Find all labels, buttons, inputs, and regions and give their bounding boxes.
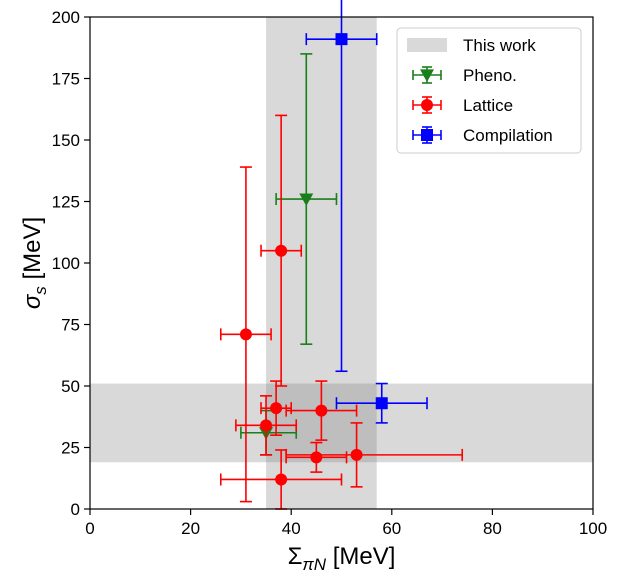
series-layer <box>219 0 464 510</box>
y-tick-label-100: 100 <box>52 254 80 273</box>
legend-symbol-lattice-marker <box>421 99 433 111</box>
legend-symbol-compilation-marker <box>421 129 433 141</box>
bands-layer <box>90 17 593 509</box>
x-axis-label-base: Σ <box>288 543 303 570</box>
band-horizontal-1 <box>90 383 593 463</box>
point-lattice-6-errorbar <box>285 422 464 488</box>
legend-symbol-pheno-marker <box>420 69 434 82</box>
legend-symbol-lattice <box>412 96 442 114</box>
series-compilation <box>305 0 428 424</box>
x-tick-label-80: 80 <box>483 519 502 538</box>
point-compilation-1-marker <box>375 397 388 410</box>
point-pheno-0-marker <box>299 193 314 207</box>
legend-symbol-pheno <box>412 66 442 84</box>
legend-box <box>396 27 582 154</box>
y-tick-label-0: 0 <box>71 500 80 519</box>
x-axis-label-sub: πN <box>302 555 326 574</box>
y-tick-label-75: 75 <box>61 316 80 335</box>
y-axis-label: σs [MeV] <box>19 217 50 309</box>
point-lattice-2-marker <box>260 419 273 432</box>
legend-label-0: This work <box>463 36 536 55</box>
legend-swatch-this-work <box>407 38 447 52</box>
x-tick-label-100: 100 <box>579 519 607 538</box>
point-lattice-1-marker <box>275 244 288 257</box>
legend-label-1: Pheno. <box>463 66 517 85</box>
point-lattice-0-marker <box>239 328 252 341</box>
point-lattice-6-marker <box>350 448 363 461</box>
y-axis-label-unit: [MeV] <box>19 217 46 286</box>
legend: This work Pheno. Lattice Compilation <box>396 27 582 154</box>
x-tick-label-60: 60 <box>382 519 401 538</box>
y-axis-label-sub: s <box>31 286 50 295</box>
y-tick-label-175: 175 <box>52 70 80 89</box>
point-lattice-5-marker <box>310 451 323 464</box>
y-tick-label-50: 50 <box>61 377 80 396</box>
x-tick-label-0: 0 <box>85 519 94 538</box>
series-lattice <box>219 114 464 510</box>
point-lattice-4-marker <box>315 404 328 417</box>
point-compilation-0-marker <box>335 33 348 46</box>
x-axis-label: ΣπN [MeV] <box>288 543 396 574</box>
legend-symbol-compilation <box>412 126 442 144</box>
y-tick-label-25: 25 <box>61 439 80 458</box>
y-tick-label-125: 125 <box>52 193 80 212</box>
point-lattice-3-marker <box>270 402 283 415</box>
ticks-layer: 0 20 40 60 80 100 0 25 50 75 100 125 150 175 200 <box>52 8 608 538</box>
y-tick-label-200: 200 <box>52 8 80 27</box>
y-tick-label-150: 150 <box>52 131 80 150</box>
legend-label-2: Lattice <box>463 96 513 115</box>
legend-label-3: Compilation <box>463 126 553 145</box>
x-tick-label-40: 40 <box>282 519 301 538</box>
y-axis-label-base: σ <box>19 293 46 309</box>
x-axis-label-unit: [MeV] <box>326 543 395 570</box>
x-tick-label-20: 20 <box>181 519 200 538</box>
point-lattice-7-marker <box>275 473 288 486</box>
